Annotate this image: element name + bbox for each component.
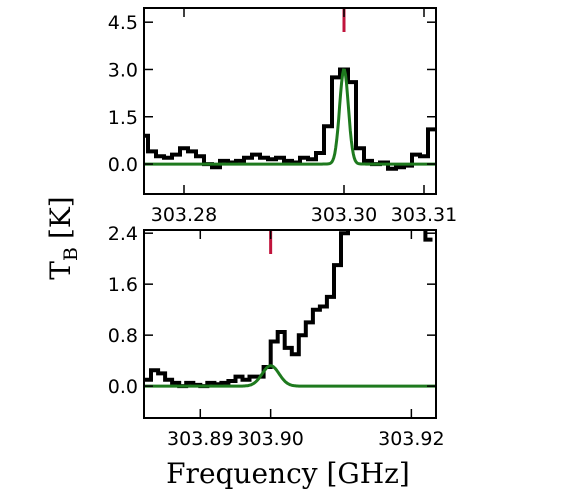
top-frame xyxy=(143,7,437,195)
bottom-y-tick-label: 2.4 xyxy=(108,223,138,245)
top-y-tick-label: 3.0 xyxy=(108,59,138,81)
bottom-gaussian-fit xyxy=(144,364,436,388)
y-axis-title-main: T xyxy=(44,261,77,280)
x-axis-title: Frequency [GHz] xyxy=(166,457,410,490)
y-axis-title-sub: B xyxy=(60,247,82,261)
bottom-y-tick-label: 1.6 xyxy=(108,274,138,296)
bottom-x-tick-label: 303.89 xyxy=(167,428,233,450)
top-x-tick-label: 303.30 xyxy=(311,204,377,226)
svg-text:TB[K]: TB [K] xyxy=(44,196,82,279)
top-gaussian-fit xyxy=(144,68,436,166)
top-spectrum-step xyxy=(144,67,436,171)
top-plot-area xyxy=(144,8,436,171)
top-y-tick-label: 4.5 xyxy=(108,12,138,34)
bottom-panel: 0.0 0.8 1.6 2.4 303.89 303.90 303.92 xyxy=(108,223,445,450)
y-axis-title: TB [K] xyxy=(44,196,82,279)
top-x-tick-label: 303.28 xyxy=(151,204,217,226)
top-panel: 0.0 1.5 3.0 4.5 303.28 303.30 303.31 xyxy=(108,7,457,226)
y-axis-title-unit: [K] xyxy=(44,196,77,239)
bottom-x-tick-label: 303.92 xyxy=(378,428,444,450)
top-y-tick-label: 0.0 xyxy=(108,154,138,176)
top-y-tick-label: 1.5 xyxy=(108,107,138,129)
bottom-y-tick-label: 0.0 xyxy=(108,376,138,398)
bottom-spectrum-step xyxy=(144,230,433,389)
bottom-x-tick-label: 303.90 xyxy=(237,428,303,450)
bottom-frame xyxy=(143,229,437,419)
top-x-tick-label: 303.31 xyxy=(391,204,457,226)
bottom-plot-area xyxy=(144,230,436,389)
bottom-y-tick-label: 0.8 xyxy=(108,325,138,347)
